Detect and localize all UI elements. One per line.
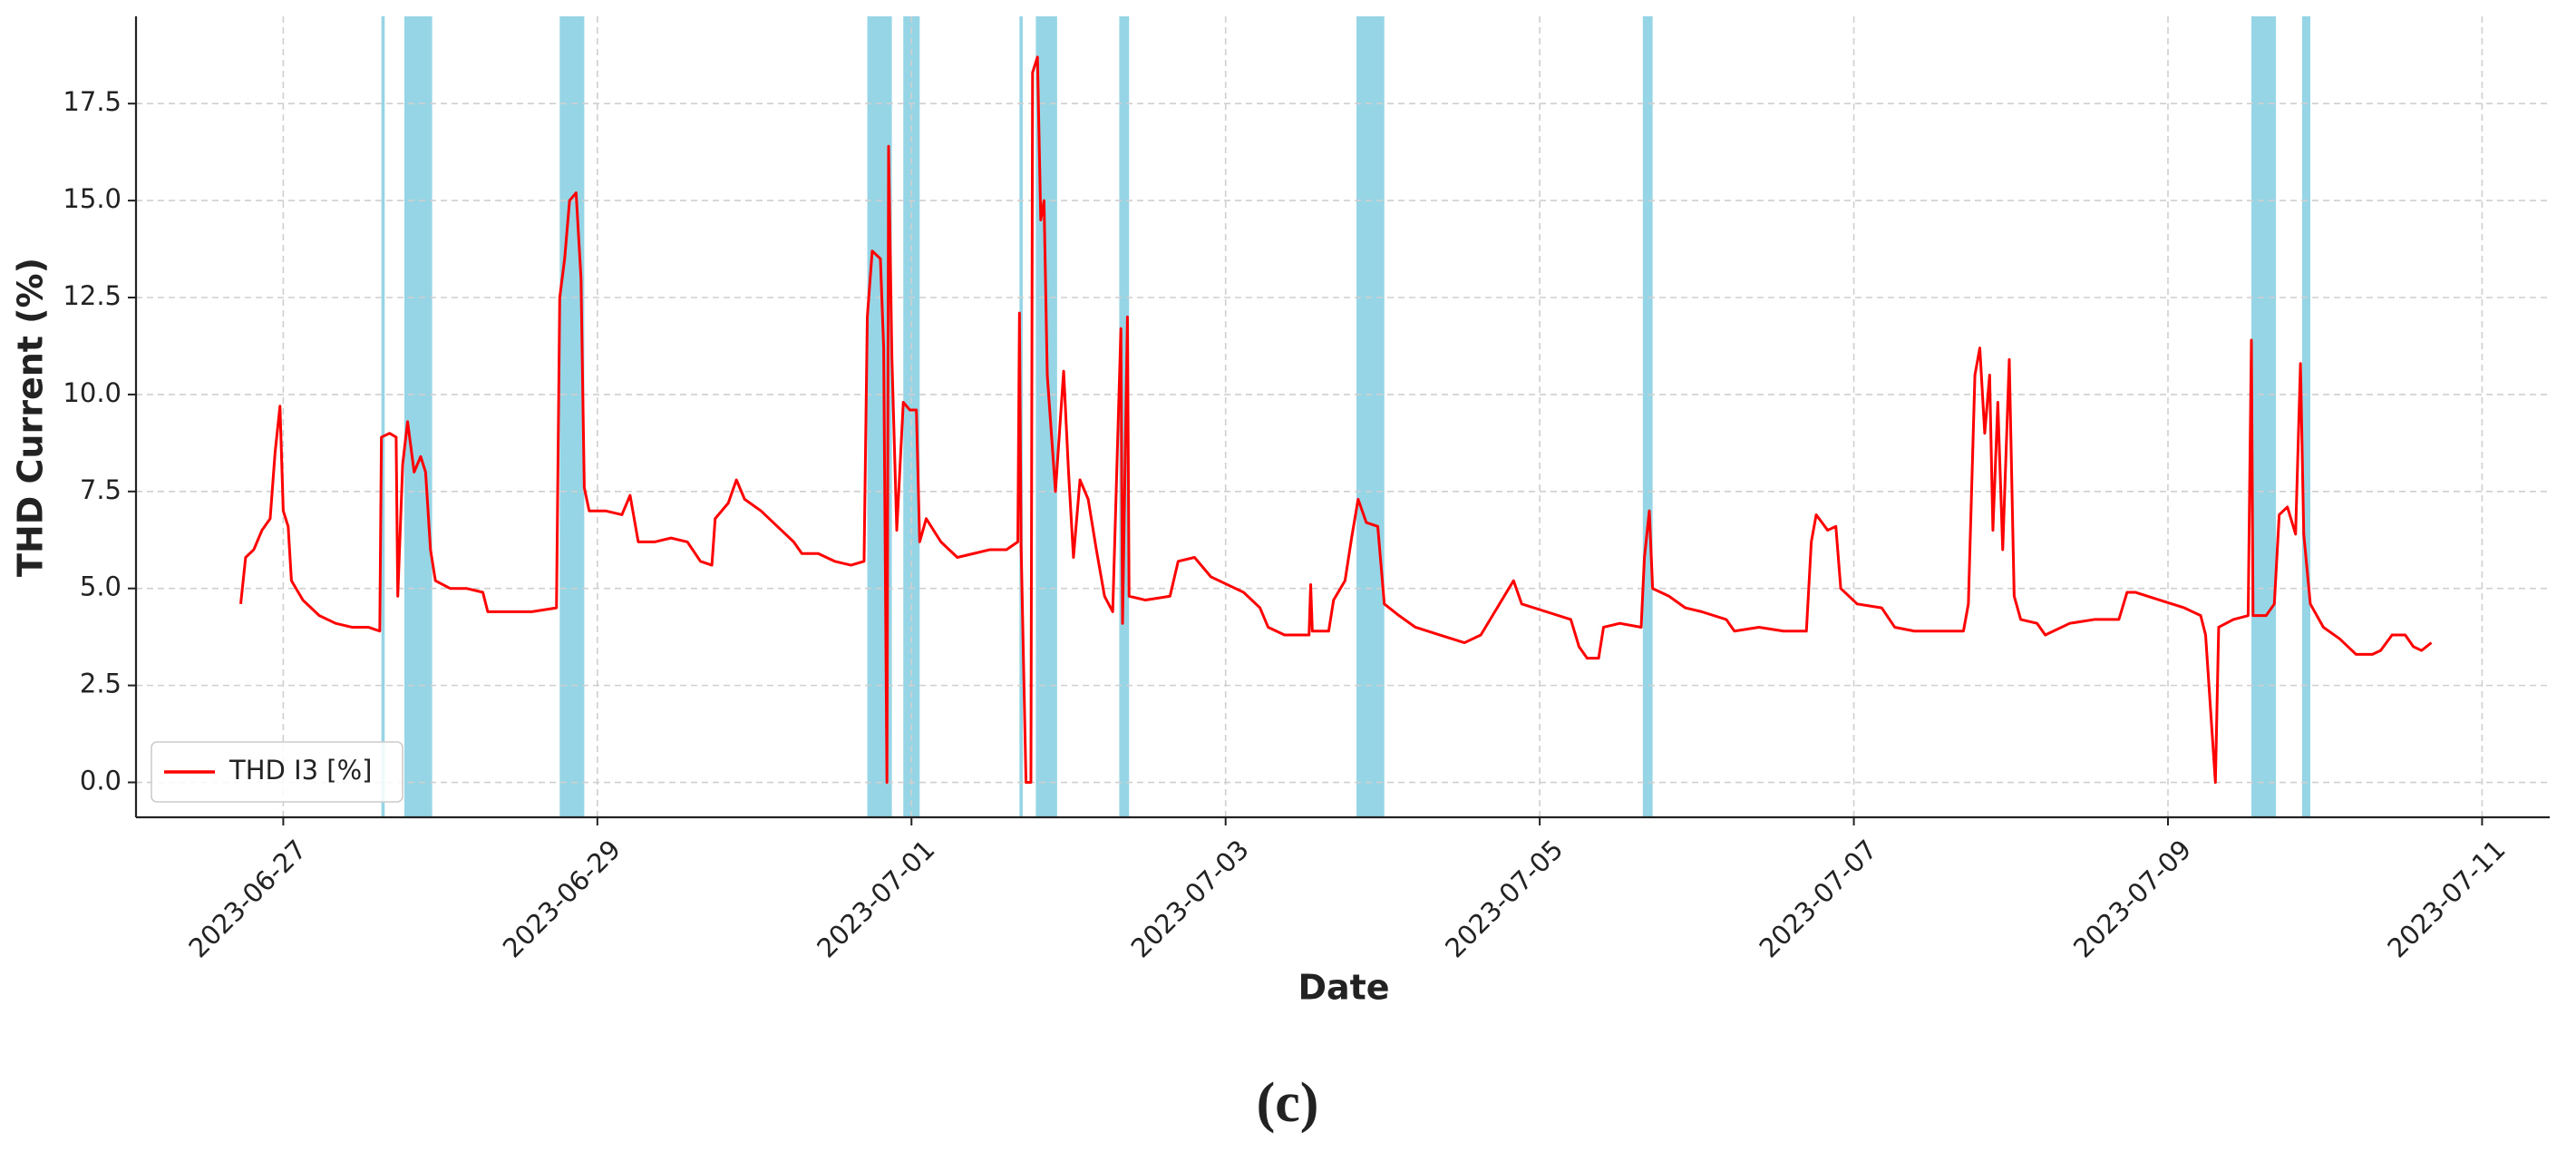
data-line [238,55,2433,785]
caption: (c) [1257,1072,1319,1134]
y-axis-label: THD Current (%) [11,258,51,577]
line-layer [238,55,2433,785]
highlight-span [1642,16,1653,817]
y-tick-label: 17.5 [63,86,122,117]
highlight-span [1119,16,1130,817]
x-tick-label: 2023-06-29 [497,834,627,963]
axes-layer: 0.0 2.5 5.0 7.5 10.0 12.5 15.0 17.5 2023-06-27 20… [63,16,2550,963]
x-tick-label: 2023-07-03 [1125,834,1255,963]
x-tick-label: 2023-07-07 [1754,834,1883,963]
x-tick-label: 2023-07-09 [2067,834,2197,963]
x-tick-label: 2023-07-11 [2381,834,2511,963]
y-tick-label: 2.5 [80,669,122,699]
y-tick-label: 5.0 [80,571,122,602]
y-tick-label: 12.5 [63,280,122,311]
y-tick-label: 15.0 [63,183,122,214]
highlight-span [1356,16,1385,817]
y-tick-label: 0.0 [80,766,122,796]
highlight-span [403,16,433,817]
highlight-span [903,16,920,817]
highlight-span [381,16,385,817]
highlight-span [559,16,585,817]
x-tick-label: 2023-06-27 [182,834,312,963]
legend-box [151,741,403,803]
x-tick-label: 2023-07-01 [811,834,940,963]
grid-layer [136,16,2550,817]
legend-label: THD I3 [%] [228,755,372,786]
highlight-layer [381,16,2310,817]
highlight-span [2301,16,2310,817]
y-tick-label: 10.0 [63,377,122,408]
x-axis-label: Date [1298,968,1389,1008]
highlight-span [2251,16,2277,817]
legend: THD I3 [%] [151,741,403,803]
x-tick-label: 2023-07-05 [1439,834,1569,963]
y-tick-label: 7.5 [80,474,122,505]
